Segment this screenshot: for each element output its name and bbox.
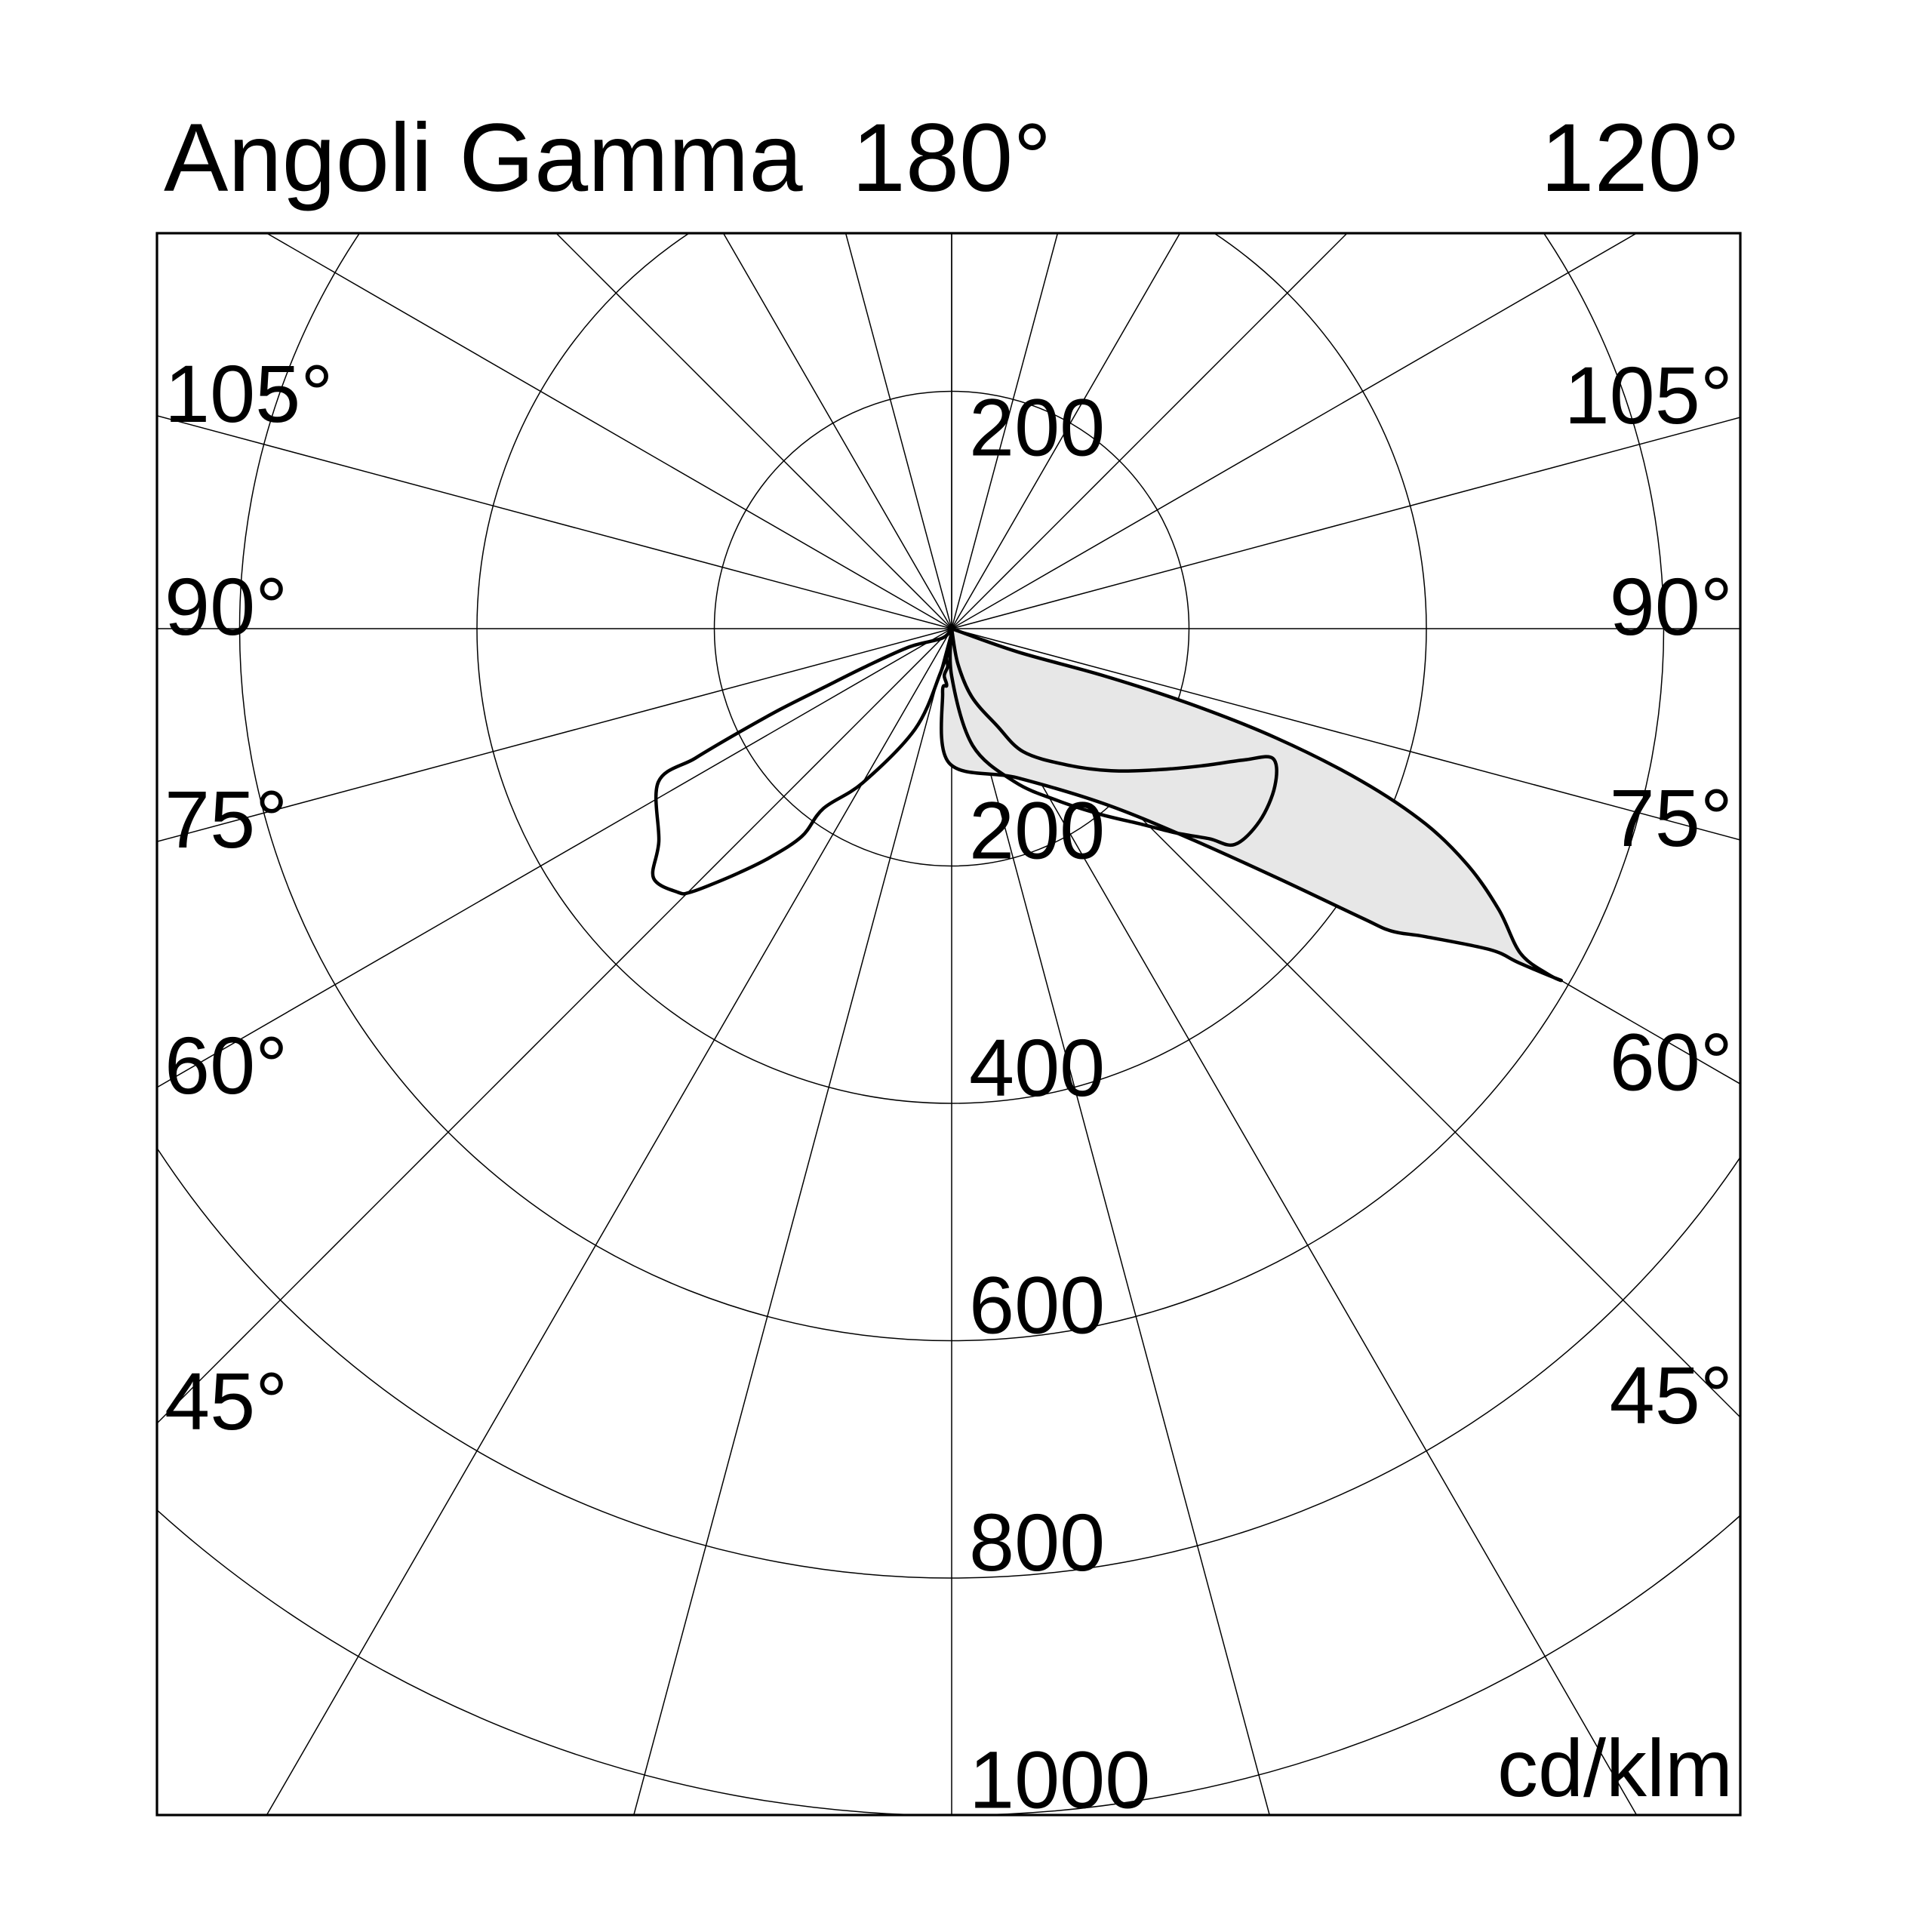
svg-text:400: 400 xyxy=(969,1022,1105,1113)
svg-text:105°: 105° xyxy=(165,348,333,439)
svg-text:cd/klm: cd/klm xyxy=(1497,1722,1733,1814)
svg-text:60°: 60° xyxy=(1610,1016,1733,1107)
svg-text:90°: 90° xyxy=(1610,561,1733,652)
svg-text:45°: 45° xyxy=(165,1355,288,1447)
svg-text:600: 600 xyxy=(969,1260,1105,1351)
svg-text:105°: 105° xyxy=(1564,349,1733,441)
svg-text:75°: 75° xyxy=(1610,772,1733,863)
svg-text:200: 200 xyxy=(969,382,1105,473)
svg-text:Angoli Gamma: Angoli Gamma xyxy=(164,104,803,212)
svg-text:120°: 120° xyxy=(1540,104,1740,212)
svg-text:200: 200 xyxy=(969,785,1105,876)
svg-text:60°: 60° xyxy=(165,1020,288,1111)
svg-text:180°: 180° xyxy=(852,104,1052,212)
svg-text:90°: 90° xyxy=(165,561,288,652)
svg-text:75°: 75° xyxy=(165,774,288,865)
svg-text:45°: 45° xyxy=(1610,1349,1733,1441)
svg-text:1000: 1000 xyxy=(969,1734,1150,1826)
svg-text:800: 800 xyxy=(969,1497,1105,1588)
